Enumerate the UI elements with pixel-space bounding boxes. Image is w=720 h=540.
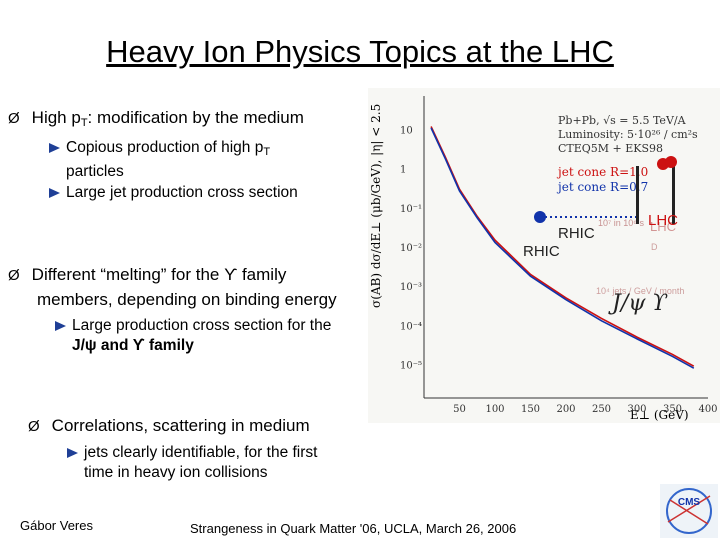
bullet-text: High p xyxy=(31,108,81,127)
subbullet-triangle-icon xyxy=(49,188,60,198)
x-tick-label: 300 xyxy=(627,404,646,415)
cms-logo-tracks xyxy=(667,495,711,525)
plot-background xyxy=(368,88,720,423)
x-tick-label: 400 xyxy=(698,404,717,415)
cms-logo: CMS xyxy=(660,484,718,538)
series-line-r07 xyxy=(430,127,695,369)
subbullet-triangle-icon xyxy=(67,448,78,458)
legend-r10: jet cone R=1.0 xyxy=(556,165,648,179)
annotation-lhc-small: LHC xyxy=(650,219,676,234)
footer-event: Strangeness in Quark Matter '06, UCLA, M… xyxy=(190,521,517,536)
subbullet-jpsi: Large production cross section for the J… xyxy=(55,316,372,356)
annotation-month: 10⁴ jets / GeV / month xyxy=(596,286,684,296)
y-axis-label: σ(AB) dσ/dE⊥ (μb/GeV), |η| < 2.5 xyxy=(369,104,383,308)
x-tick-label: 50 xyxy=(453,404,466,415)
annotation-rate: 10⁷ in 10⁶ s xyxy=(598,218,644,228)
x-axis-label: E⊥ (GeV) xyxy=(630,408,689,422)
bullet-melting: Ø Different “melting” for the ϒ family me… xyxy=(8,263,337,312)
plot-series xyxy=(430,126,695,369)
cms-logo-bg xyxy=(660,484,718,538)
subbullet-jet: Large jet production cross section xyxy=(49,183,356,203)
y-tick-label: 10⁻⁵ xyxy=(400,360,422,371)
subbullet-triangle-icon xyxy=(49,143,60,153)
x-tick-label: 200 xyxy=(556,404,575,415)
bullet-text: Correlations, scattering in medium xyxy=(51,416,310,435)
x-tick-label: 150 xyxy=(521,404,540,415)
rhic-label-small: RHIC xyxy=(558,225,595,242)
cms-logo-ring xyxy=(666,488,712,534)
bullet-arrow-icon: Ø xyxy=(28,418,40,435)
bullet-arrow-icon: Ø xyxy=(8,110,20,127)
subbullet-text: Large jet production cross section xyxy=(66,184,298,201)
y-tick-labels: 10 1 10⁻¹ 10⁻² 10⁻³ 10⁻⁴ 10⁻⁵ xyxy=(400,126,422,372)
info-line-1: Pb+Pb, √s = 5.5 TeV/A xyxy=(558,114,687,127)
info-line-2: Luminosity: 5·10²⁶ / cm²s xyxy=(558,128,698,141)
bullet-arrow-icon: Ø xyxy=(8,267,20,284)
y-tick-label: 10⁻¹ xyxy=(400,204,422,215)
footer-author: Gábor Veres xyxy=(20,518,93,533)
jet-cross-section-plot: σ(AB) dσ/dE⊥ (μb/GeV), |η| < 2.5 E⊥ (GeV… xyxy=(368,88,720,423)
y-tick-label: 1 xyxy=(400,165,406,176)
y-tick-label: 10⁻³ xyxy=(400,282,422,293)
subbullet-sub: T xyxy=(263,146,271,158)
subbullet-text-2: J/ψ and ϒ family xyxy=(72,337,194,354)
y-tick-label: 10 xyxy=(400,126,413,137)
subbullet-text: jets clearly identifiable, for the first xyxy=(84,444,318,461)
y-tick-label: 10⁻⁴ xyxy=(400,321,422,332)
y-tick-label: 10⁻² xyxy=(400,243,422,254)
jpsi-label: J/ψ xyxy=(608,291,646,316)
subbullet-text: Large production cross section for the xyxy=(72,317,332,334)
lhc-label: LHC xyxy=(648,212,678,229)
lhc-bar-1 xyxy=(636,166,639,224)
bullet-text: Different “melting” for the ϒ family xyxy=(31,265,287,284)
rhic-label: RHIC xyxy=(523,243,560,260)
rhic-marker xyxy=(534,211,546,223)
x-tick-labels: 50 100 150 200 250 300 350 400 xyxy=(453,404,717,415)
subbullet-triangle-icon xyxy=(55,321,66,331)
bullet-text-rest: : modification by the medium xyxy=(87,108,304,127)
subbullet-text-2: time in heavy ion collisions xyxy=(84,464,268,481)
subbullet-jets-identifiable: jets clearly identifiable, for the first… xyxy=(67,443,374,483)
x-tick-label: 100 xyxy=(485,404,504,415)
annotation-d: D xyxy=(651,242,658,252)
lhc-bar-2 xyxy=(672,166,675,224)
cms-logo-text: CMS xyxy=(678,497,701,508)
upsilon-label: ϒ xyxy=(652,291,668,316)
bullet-high-pt: Ø High pT: modification by the medium xyxy=(8,108,304,129)
subbullet-text: Copious production of high p xyxy=(66,139,264,156)
legend-r07: jet cone R=0.7 xyxy=(556,180,648,194)
bullet-text-2: members, depending on binding energy xyxy=(37,290,337,309)
subbullet-copious: Copious production of high pT particles xyxy=(49,138,356,182)
bullet-correlations: Ø Correlations, scattering in medium xyxy=(28,416,310,436)
lhc-marker-r10b xyxy=(665,156,677,168)
slide-title: Heavy Ion Physics Topics at the LHC xyxy=(106,34,614,69)
subbullet-text-rest: particles xyxy=(66,163,124,180)
bullet-sub: T xyxy=(80,117,88,129)
info-line-3: CTEQ5M + EKS98 xyxy=(558,142,663,155)
x-tick-label: 350 xyxy=(663,404,682,415)
x-tick-label: 250 xyxy=(592,404,611,415)
